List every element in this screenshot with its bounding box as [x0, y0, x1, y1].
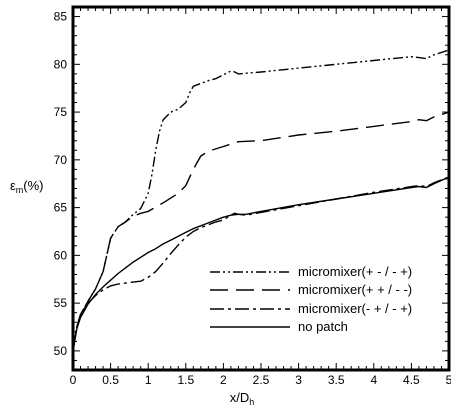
x-tick-label: 2.5 — [253, 373, 270, 387]
legend-label: micromixer(- + / - +) — [298, 301, 412, 316]
y-tick-label: 70 — [54, 153, 68, 167]
x-tick-label: 3.5 — [328, 373, 345, 387]
y-axis-ticks: 50 55 60 65 70 75 80 85 — [54, 6, 449, 371]
x-tick-label: 3 — [295, 373, 302, 387]
x-tick-label: 4.5 — [403, 373, 420, 387]
y-tick-label: 65 — [54, 201, 68, 215]
y-tick-label: 85 — [54, 10, 68, 24]
x-axis-ticks: 0 0.5 1 1.5 2 2.5 3 3.5 4 4.5 5 — [70, 7, 451, 387]
x-tick-label: 5 — [446, 373, 451, 387]
series-line-no-patch — [72, 176, 450, 352]
y-tick-label: 80 — [54, 57, 68, 71]
series-group — [72, 49, 450, 352]
x-tick-label: 0.5 — [102, 373, 119, 387]
series-line-micromixer — [72, 111, 450, 352]
x-tick-label: 4 — [370, 373, 377, 387]
x-tick-label: 0 — [70, 373, 77, 387]
y-axis-label: εm(%) — [10, 178, 44, 195]
y-tick-label: 60 — [54, 248, 68, 262]
y-tick-label: 55 — [54, 296, 68, 310]
y-tick-label: 75 — [54, 105, 68, 119]
legend-label: no patch — [298, 319, 348, 334]
legend-label: micromixer(+ + / - -) — [298, 282, 412, 297]
x-tick-label: 2 — [220, 373, 227, 387]
legend-label: micromixer(+ - / - +) — [298, 264, 412, 279]
x-axis-label: x/Dh — [230, 390, 255, 405]
legend: micromixer(+ - / - +) micromixer(+ + / - … — [210, 264, 412, 334]
x-tick-label: 1.5 — [177, 373, 194, 387]
x-tick-label: 1 — [145, 373, 152, 387]
y-tick-label: 50 — [54, 344, 68, 358]
